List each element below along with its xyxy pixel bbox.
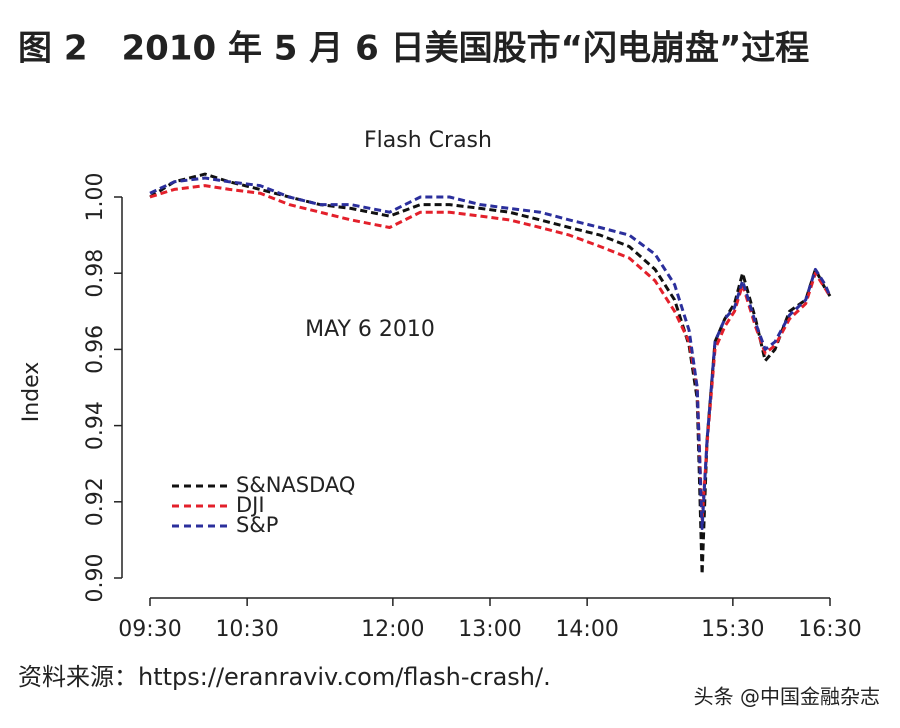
y-tick-label: 0.92 (83, 477, 108, 526)
series-line (149, 176, 832, 530)
x-tick-label: 13:00 (458, 617, 521, 642)
y-tick-label: 0.94 (83, 401, 108, 450)
annotation: MAY 6 2010 (305, 317, 435, 342)
y-tick-label: 0.96 (83, 325, 108, 374)
watermark: 头条 @中国金融杂志 (694, 685, 880, 709)
source: 资料来源：https://eranraviv.com/flash-crash/. (18, 663, 551, 691)
x-tick-label: 09:30 (118, 617, 181, 642)
y-tick-label: 0.98 (83, 249, 108, 298)
figure-title: 图 2 2010 年 5 月 6 日美国股市“闪电崩盘”过程 (18, 29, 809, 69)
x-tick-label: 10:30 (215, 617, 278, 642)
legend-label: DJI (236, 493, 265, 517)
x-tick-label: 16:30 (798, 617, 861, 642)
x-tick-label: 14:00 (555, 617, 618, 642)
series-line (149, 184, 832, 523)
y-tick-label: 1.00 (83, 173, 108, 222)
y-axis-label: Index (19, 362, 44, 423)
x-tick-label: 12:00 (361, 617, 424, 642)
legend-label: S&NASDAQ (236, 473, 355, 497)
x-tick-label: 15:30 (701, 617, 764, 642)
legend-label: S&P (236, 513, 278, 537)
chart-title: Flash Crash (364, 128, 492, 153)
y-tick-label: 0.90 (83, 554, 108, 603)
